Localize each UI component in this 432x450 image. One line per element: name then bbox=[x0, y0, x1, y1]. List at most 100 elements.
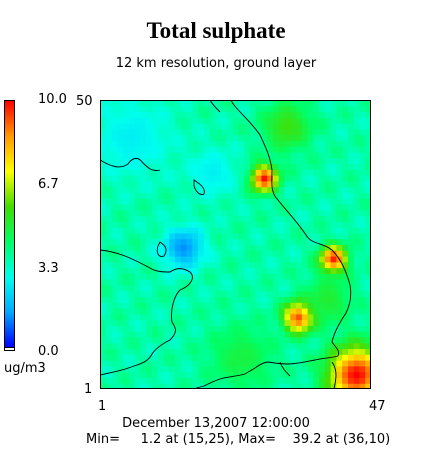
heatmap-cell bbox=[232, 308, 239, 315]
heatmap-cell bbox=[151, 186, 159, 193]
heatmap-cell bbox=[347, 383, 355, 389]
heatmap-cell bbox=[324, 284, 332, 292]
heatmap-cell bbox=[324, 175, 332, 182]
heatmap-cell bbox=[232, 186, 239, 193]
heatmap-cell bbox=[365, 290, 371, 298]
heatmap-cell bbox=[186, 146, 193, 153]
heatmap-cell bbox=[215, 238, 222, 245]
heatmap-cell bbox=[353, 209, 360, 217]
heatmap-cell bbox=[174, 117, 182, 124]
heatmap-cell bbox=[209, 186, 216, 193]
heatmap-cell bbox=[169, 383, 176, 389]
colorbar-below-min bbox=[4, 347, 15, 351]
heatmap-cell bbox=[249, 140, 257, 147]
heatmap-cell bbox=[359, 215, 366, 222]
heatmap-cell bbox=[255, 232, 262, 240]
heatmap-cell bbox=[221, 186, 228, 193]
heatmap-cell bbox=[215, 290, 222, 298]
heatmap-cell bbox=[117, 354, 124, 361]
heatmap-cell bbox=[336, 308, 343, 315]
heatmap-cell bbox=[203, 123, 211, 130]
heatmap-cell bbox=[186, 371, 193, 378]
heatmap-cell bbox=[111, 146, 118, 153]
heatmap-cell bbox=[267, 342, 274, 350]
heatmap-cell bbox=[296, 146, 303, 153]
heatmap-cell bbox=[140, 204, 147, 211]
heatmap-cell bbox=[100, 348, 107, 355]
heatmap-cell bbox=[169, 244, 176, 251]
heatmap-cell bbox=[215, 354, 222, 361]
heatmap-cell bbox=[238, 198, 245, 205]
heatmap-cell bbox=[117, 267, 124, 274]
heatmap-cell bbox=[169, 325, 176, 332]
heatmap-cell bbox=[232, 336, 239, 344]
heatmap-cell bbox=[198, 221, 205, 228]
heatmap-cell bbox=[105, 244, 113, 251]
heatmap-cell bbox=[359, 134, 366, 141]
heatmap-cell bbox=[290, 192, 297, 199]
heatmap-cell bbox=[255, 128, 262, 136]
heatmap-cell bbox=[117, 273, 124, 280]
heatmap-cell bbox=[146, 360, 153, 367]
heatmap-cell bbox=[296, 279, 303, 286]
heatmap-cell bbox=[313, 342, 320, 350]
heatmap-cell bbox=[307, 169, 314, 176]
heatmap-cell bbox=[111, 227, 118, 234]
heatmap-cell bbox=[359, 302, 366, 309]
heatmap-cell bbox=[163, 152, 170, 159]
colorbar-tick-2: 6.7 bbox=[38, 177, 59, 192]
heatmap-cell bbox=[353, 284, 360, 292]
heatmap-cell bbox=[180, 232, 187, 240]
heatmap-cell bbox=[117, 100, 124, 107]
heatmap-cell bbox=[215, 232, 222, 240]
heatmap-cell bbox=[324, 267, 332, 274]
heatmap-cell bbox=[330, 302, 337, 309]
heatmap-cell bbox=[105, 227, 113, 234]
heatmap-cell bbox=[105, 261, 113, 269]
heatmap-cell bbox=[238, 209, 245, 217]
heatmap-cell bbox=[267, 365, 274, 373]
heatmap-cell bbox=[272, 342, 280, 350]
heatmap-cell bbox=[359, 238, 366, 245]
heatmap-cell bbox=[186, 105, 193, 113]
heatmap-cell bbox=[163, 319, 170, 326]
heatmap-cell bbox=[163, 232, 170, 240]
heatmap-cell bbox=[198, 232, 205, 240]
heatmap-cell bbox=[244, 227, 251, 234]
heatmap-cell bbox=[100, 256, 107, 263]
heatmap-cell bbox=[105, 100, 113, 107]
heatmap-cell bbox=[169, 290, 176, 298]
heatmap-cell bbox=[261, 319, 268, 326]
heatmap-cell bbox=[186, 342, 193, 350]
heatmap-cell bbox=[163, 284, 170, 292]
heatmap-cell bbox=[296, 296, 303, 303]
heatmap-cell bbox=[209, 331, 216, 338]
heatmap-cell bbox=[100, 123, 107, 130]
heatmap-cell bbox=[296, 238, 303, 245]
heatmap-cell bbox=[301, 157, 309, 165]
heatmap-cell bbox=[198, 227, 205, 234]
heatmap-cell bbox=[324, 256, 332, 263]
heatmap-cell bbox=[226, 336, 234, 344]
heatmap-cell bbox=[261, 180, 268, 188]
heatmap-cell bbox=[128, 157, 136, 165]
heatmap-cell bbox=[221, 377, 228, 384]
heatmap-cell bbox=[169, 204, 176, 211]
heatmap-cell bbox=[203, 319, 211, 326]
heatmap-cell bbox=[117, 105, 124, 113]
heatmap-cell bbox=[249, 227, 257, 234]
heatmap-cell bbox=[128, 250, 136, 257]
heatmap-cell bbox=[261, 296, 268, 303]
heatmap-cell bbox=[100, 354, 107, 361]
heatmap-cell bbox=[111, 296, 118, 303]
heatmap-cell bbox=[215, 146, 222, 153]
heatmap-cell bbox=[342, 238, 349, 245]
heatmap-cell bbox=[301, 146, 309, 153]
heatmap-cell bbox=[301, 100, 309, 107]
heatmap-cell bbox=[192, 296, 199, 303]
heatmap-cell bbox=[151, 296, 159, 303]
heatmap-cell bbox=[209, 360, 216, 367]
heatmap-cell bbox=[117, 319, 124, 326]
heatmap-cell bbox=[134, 250, 141, 257]
heatmap-cell bbox=[134, 302, 141, 309]
